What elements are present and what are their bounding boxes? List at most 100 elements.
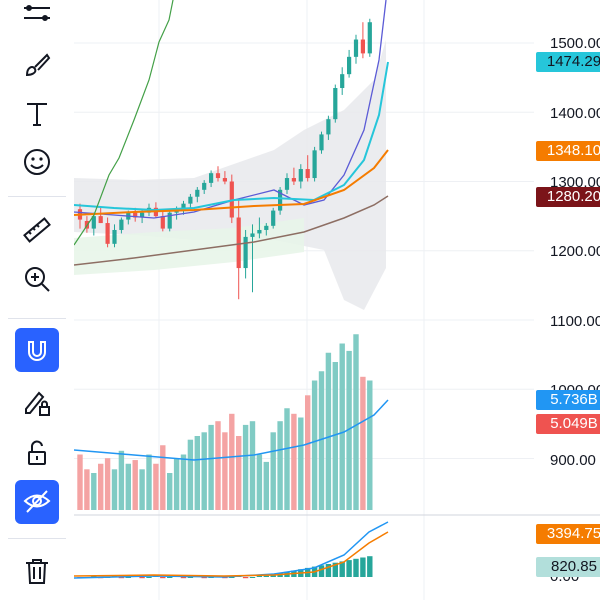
delete-drawings-button[interactable] <box>15 549 59 593</box>
volume-bar <box>118 450 125 510</box>
candle-body <box>319 134 324 151</box>
volume-bar <box>215 421 221 510</box>
volume-bar <box>277 421 283 510</box>
unlock-icon <box>28 440 46 465</box>
indicator-histogram-bar <box>367 556 373 577</box>
price-axis-label: 1300.00 <box>550 174 600 191</box>
volume-bar <box>360 376 366 510</box>
volume-bar <box>229 413 235 510</box>
toolbar-divider <box>8 318 66 319</box>
magnet-button[interactable] <box>15 328 59 372</box>
lock-drawing-icon <box>25 391 50 416</box>
volume-bar <box>318 371 325 510</box>
candle-body <box>257 229 262 234</box>
ma-fast-line <box>74 0 387 219</box>
volume-bar <box>367 380 373 510</box>
candle-body <box>181 203 186 210</box>
chart-area[interactable]: 1500.00 1400.00 1300.00 1200.00 1100.00 … <box>74 0 600 600</box>
lock-drawing-button[interactable] <box>15 381 59 425</box>
volume-bar <box>311 380 318 510</box>
volume-bar <box>104 458 111 510</box>
brush-button[interactable] <box>15 43 59 87</box>
volume-bar <box>132 460 138 510</box>
ruler-button[interactable] <box>15 208 59 252</box>
volume-bar <box>153 463 159 510</box>
volume-bar <box>325 352 332 510</box>
indicator-slow-line <box>74 531 389 577</box>
trend-tools-button[interactable] <box>15 0 59 38</box>
volume-bar <box>98 463 104 510</box>
volume-bar <box>208 424 214 510</box>
volume-bar <box>332 362 338 510</box>
drawing-toolbar <box>0 0 74 600</box>
price-axis-label: 900.00 <box>550 452 596 469</box>
volume-bar <box>353 334 359 510</box>
indicator-histogram-bar <box>325 564 332 577</box>
volume-bar <box>256 454 263 510</box>
ma-slow-line <box>74 149 389 216</box>
indicator-histogram-bar <box>180 577 187 579</box>
indicator-histogram-bar <box>139 577 145 579</box>
volume-bar <box>249 421 256 510</box>
ma-mid-price-tag: 1474.29 <box>536 52 600 72</box>
volume-bar <box>146 454 152 510</box>
candle-body <box>195 189 200 197</box>
cloud-band <box>74 218 304 275</box>
indicator-histogram-bar <box>187 577 194 578</box>
zoom-in-button[interactable] <box>15 257 59 301</box>
magnet-icon <box>28 341 46 361</box>
volume-bar <box>270 432 276 510</box>
candle-body <box>264 225 269 230</box>
volume-bar <box>139 469 145 510</box>
hide-drawings-icon <box>23 490 51 513</box>
volume-ma-line <box>74 399 389 461</box>
volume-bar <box>125 463 131 510</box>
indicator-histogram-bar <box>160 577 166 579</box>
brush-icon <box>25 53 51 77</box>
indicator-histogram-bar <box>249 577 256 578</box>
volume-bar <box>339 343 345 510</box>
ma-long-price-tag: 1280.20 <box>536 187 600 207</box>
volume-bar <box>201 432 207 510</box>
volume-bar <box>173 458 180 510</box>
indicator-histogram-bar <box>353 558 359 577</box>
candle-body <box>209 173 214 183</box>
volume-bar <box>263 461 269 510</box>
volume-tag: 5.049B <box>536 414 600 434</box>
volume-bar <box>180 454 187 510</box>
volume-bar <box>291 413 297 510</box>
volume-bar <box>111 469 118 510</box>
candle-body <box>91 216 96 229</box>
indicator-fast-line <box>74 521 389 579</box>
price-chart[interactable] <box>74 0 600 600</box>
volume-bar <box>194 436 200 510</box>
hide-drawings-button[interactable] <box>15 480 59 524</box>
volume-bar <box>242 424 249 510</box>
candle-body <box>202 182 207 190</box>
candle-body <box>105 223 110 244</box>
candle-body <box>112 229 117 244</box>
indicator-histogram-bar <box>346 560 352 577</box>
volume-bar <box>346 350 352 510</box>
candle-body <box>360 39 365 54</box>
trend-tools-icon <box>24 5 50 21</box>
candle-body <box>291 178 296 182</box>
candle-body <box>333 88 338 120</box>
indicator-histogram-bar <box>118 577 125 579</box>
candle-body <box>236 217 241 269</box>
indicator-histogram-bar <box>332 562 338 577</box>
indicator-histogram-bar <box>339 561 345 577</box>
candle-body <box>305 169 310 179</box>
zoom-in-icon <box>25 267 50 292</box>
text-tool-button[interactable] <box>15 92 59 136</box>
candle-body <box>298 169 303 182</box>
indicator-histogram-bar <box>242 577 249 579</box>
candle-body <box>347 56 352 75</box>
candle-body <box>250 233 255 237</box>
emoji-button[interactable] <box>15 140 59 184</box>
unlock-button[interactable] <box>15 431 59 475</box>
price-axis-label: 1500.00 <box>550 35 600 52</box>
candle-body <box>140 212 145 218</box>
candle-body <box>160 216 165 229</box>
volume-bar <box>298 417 304 510</box>
